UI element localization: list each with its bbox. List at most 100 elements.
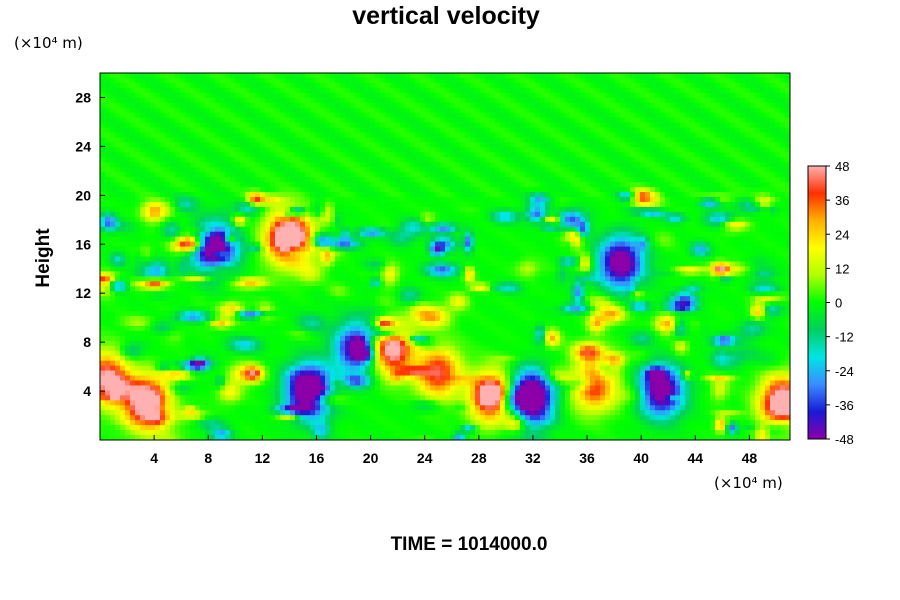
heatmap-cell	[695, 142, 701, 148]
heatmap-cell	[550, 167, 556, 173]
heatmap-cell	[555, 132, 561, 139]
heatmap-cell	[115, 87, 121, 94]
heatmap-cell	[385, 216, 391, 223]
heatmap-cell	[625, 167, 631, 173]
heatmap-cell	[100, 117, 106, 124]
heatmap-cell	[495, 192, 501, 198]
heatmap-cell	[650, 157, 656, 163]
heatmap-cell	[230, 152, 236, 158]
heatmap-cell	[570, 162, 576, 168]
heatmap-cell	[650, 211, 656, 218]
heatmap-cell	[635, 122, 641, 129]
heatmap-cell	[600, 147, 606, 153]
heatmap-cell	[760, 172, 766, 178]
heatmap-cell	[370, 102, 376, 109]
heatmap-cell	[755, 241, 761, 248]
heatmap-cell	[515, 112, 521, 119]
heatmap-cell	[345, 117, 351, 124]
heatmap-cell	[130, 82, 136, 89]
heatmap-cell	[500, 117, 506, 124]
heatmap-cell	[115, 127, 121, 134]
heatmap-cell	[140, 82, 146, 89]
heatmap-cell	[475, 241, 481, 248]
heatmap-cell	[480, 236, 486, 243]
heatmap-cell	[630, 157, 636, 163]
heatmap-cell	[740, 182, 746, 188]
heatmap-cell	[495, 221, 501, 228]
heatmap-cell	[490, 167, 496, 173]
heatmap-cell	[160, 196, 166, 203]
heatmap-cell	[305, 147, 311, 153]
heatmap-cell	[100, 107, 106, 114]
heatmap-cell	[270, 177, 276, 183]
heatmap-cell	[240, 201, 246, 208]
heatmap-cell	[115, 221, 121, 228]
heatmap-cell	[680, 102, 686, 109]
heatmap-cell	[475, 167, 481, 173]
heatmap-cell	[775, 192, 781, 198]
heatmap-cell	[230, 246, 236, 253]
heatmap-cell	[680, 201, 686, 208]
heatmap-cell	[375, 241, 381, 248]
heatmap-cell	[685, 216, 691, 223]
heatmap-cell	[165, 226, 171, 233]
heatmap-cell	[420, 221, 426, 228]
heatmap-cell	[425, 162, 431, 168]
heatmap-cell	[590, 122, 596, 129]
heatmap-cell	[415, 177, 421, 183]
heatmap-cell	[280, 192, 286, 198]
heatmap-cell	[695, 87, 701, 94]
heatmap-cell	[460, 211, 466, 218]
heatmap-cell	[220, 122, 226, 129]
heatmap-cell	[150, 127, 156, 134]
heatmap-cell	[135, 167, 141, 173]
heatmap-cell	[545, 142, 551, 148]
heatmap-cell	[345, 132, 351, 139]
heatmap-cell	[785, 107, 790, 114]
heatmap-cell	[410, 167, 416, 173]
heatmap-cell	[705, 226, 711, 233]
heatmap-cell	[125, 142, 131, 148]
heatmap-cell	[765, 177, 771, 183]
heatmap-cell	[235, 147, 241, 153]
heatmap-cell	[690, 152, 696, 158]
heatmap-cell	[585, 192, 591, 198]
heatmap-cell	[165, 142, 171, 148]
heatmap-cell	[555, 77, 561, 84]
heatmap-cell	[405, 107, 411, 114]
heatmap-cell	[540, 132, 546, 139]
heatmap-cell	[470, 211, 476, 218]
heatmap-cell	[595, 142, 601, 148]
heatmap-cell	[390, 192, 396, 198]
heatmap-cell	[255, 132, 261, 139]
heatmap-cell	[775, 137, 781, 144]
heatmap-cell	[600, 122, 606, 129]
heatmap-cell	[775, 201, 781, 208]
heatmap-cell	[120, 122, 126, 129]
heatmap-cell	[505, 92, 511, 99]
heatmap-cell	[155, 122, 161, 129]
heatmap-cell	[430, 107, 436, 114]
heatmap-cell	[380, 112, 386, 119]
heatmap-cell	[275, 192, 281, 198]
heatmap-cell	[325, 122, 331, 129]
heatmap-cell	[255, 137, 261, 144]
heatmap-cell	[360, 132, 366, 139]
heatmap-cell	[700, 112, 706, 119]
heatmap-cell	[465, 112, 471, 119]
heatmap-cell	[600, 172, 606, 178]
heatmap-cell	[720, 142, 726, 148]
heatmap-cell	[730, 211, 736, 218]
heatmap-cell	[355, 167, 361, 173]
heatmap-cell	[290, 137, 296, 144]
heatmap-cell	[305, 177, 311, 183]
heatmap-cell	[345, 97, 351, 104]
heatmap-cell	[330, 87, 336, 94]
heatmap-cell	[245, 97, 251, 104]
heatmap-cell	[345, 231, 351, 238]
heatmap-cell	[385, 182, 391, 188]
heatmap-cell	[195, 236, 201, 243]
heatmap-cell	[395, 221, 401, 228]
heatmap-cell	[680, 182, 686, 188]
heatmap-cell	[565, 107, 571, 114]
